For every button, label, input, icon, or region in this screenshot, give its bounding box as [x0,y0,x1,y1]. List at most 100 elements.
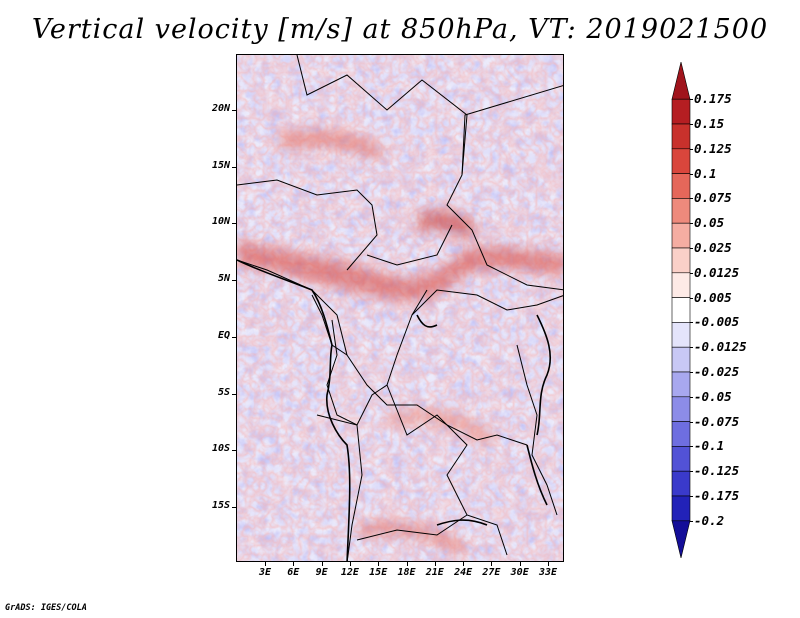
colorbar-swatch [671,520,691,558]
colorbar-swatch [671,297,691,323]
colorbar-tick [690,124,693,125]
colorbar-tick [690,223,693,225]
colorbar-tick [690,396,693,398]
longitude-tick [434,562,436,566]
colorbar-swatch [671,396,691,422]
colorbar-swatch [671,198,691,224]
colorbar-tick [690,347,693,349]
longitude-label: 12E [340,567,359,578]
colorbar-level-label: -0.175 [694,488,740,503]
colorbar-swatch [671,346,691,373]
colorbar-level-label: 0.075 [694,190,732,206]
velocity-field-map [237,55,563,561]
colorbar-swatch [671,272,691,298]
longitude-tick [378,562,380,566]
latitude-label: 10N [211,216,230,228]
colorbar-level-label: -0.025 [694,364,740,379]
latitude-tick [232,393,236,395]
colorbar-level-label: -0.0125 [694,339,747,355]
latitude-label: 15N [211,159,230,171]
colorbar-level-label: 0.175 [694,91,732,107]
longitude-label: 6E [287,567,300,578]
colorbar-level-label: -0.125 [694,463,740,479]
longitude-label: 18E [397,567,416,578]
colorbar-tick [690,148,693,150]
colorbar-swatch [671,247,691,274]
longitude-label: 30E [510,567,529,578]
colorbar-tick [690,322,693,324]
colorbar-tick [690,99,693,101]
colorbar-tick [690,248,693,249]
colorbar-swatch [671,421,691,447]
latitude-tick [232,110,236,111]
map-plot-area[interactable] [236,54,564,562]
longitude-tick [548,562,549,566]
latitude-label: 20N [211,103,230,114]
colorbar-swatch [671,123,691,150]
colorbar-level-label: 0.025 [694,240,732,255]
grads-credit: GrADS: IGES/COLA [5,603,87,613]
latitude-label: 5N [217,273,230,285]
colorbar-level-label: -0.2 [694,512,725,528]
colorbar-level-label: -0.075 [694,413,740,429]
ascent-bands [237,130,563,555]
colorbar-swatch [671,173,691,199]
coastline [237,259,551,561]
longitude-label: 9E [315,567,328,578]
country-boundaries [237,55,563,561]
colorbar-level-label: 0.005 [694,289,732,305]
colorbar-level-label: -0.1 [694,438,725,454]
colorbar-tick [690,173,693,175]
latitude-tick [232,166,236,168]
latitude-tick [232,280,236,282]
colorbar-level-label: -0.005 [694,314,740,330]
longitude-label: 27E [482,567,501,578]
latitude-label: 15S [211,499,230,511]
latitude-tick [232,336,236,338]
colorbar-swatch [671,148,691,174]
colorbar-swatch [671,98,691,125]
colorbar-tick [690,471,693,473]
colorbar-tick [690,446,693,448]
longitude-label: 24E [454,567,473,578]
colorbar-level-label: 0.1 [694,165,717,181]
colorbar [671,62,691,558]
colorbar-tick [690,421,693,423]
colorbar-tick [690,372,693,373]
longitude-label: 15E [369,567,388,578]
longitude-label: 21E [425,567,444,578]
colorbar-swatch [671,62,691,100]
colorbar-level-label: 0.05 [694,215,725,231]
latitude-tick [232,223,236,225]
longitude-tick [491,562,493,566]
longitude-tick [321,562,323,566]
latitude-tick [232,450,236,452]
longitude-tick [406,562,408,566]
colorbar-level-label: 0.125 [694,140,732,156]
longitude-tick [349,562,351,566]
longitude-tick [265,562,266,566]
colorbar-swatch [671,495,691,522]
colorbar-tick [690,496,693,497]
latitude-label: 5S [217,386,230,398]
latitude-tick [232,506,236,508]
map-title: Vertical velocity [m/s] at 850hPa, VT: 2… [31,14,769,45]
colorbar-tick [690,520,693,522]
latitude-label: 10S [211,443,230,455]
colorbar-level-label: -0.05 [694,388,732,404]
colorbar-swatch [671,446,691,472]
colorbar-level-label: 0.0125 [694,264,740,280]
longitude-label: 3E [258,567,272,578]
colorbar-swatch [671,322,691,348]
longitude-label: 33E [538,567,558,578]
colorbar-swatch [671,371,691,398]
colorbar-swatch [671,470,691,497]
longitude-tick [293,562,295,566]
colorbar-tick [690,297,693,299]
colorbar-swatch [671,222,691,249]
latitude-label: EQ [217,329,230,341]
longitude-tick [463,562,465,566]
colorbar-tick [690,198,693,200]
colorbar-tick [690,272,693,274]
colorbar-level-label: 0.15 [694,116,725,131]
